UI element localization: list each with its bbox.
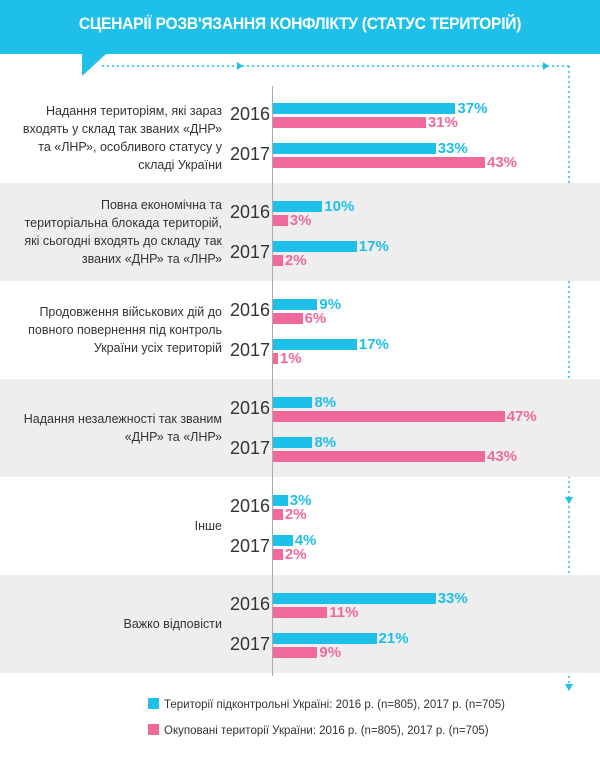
data-label-occupied-2017: 1%	[279, 350, 302, 367]
bar-occupied-2016	[273, 117, 426, 128]
data-label-occupied-2017: 2%	[284, 546, 307, 563]
bar-controlled-2016	[273, 397, 313, 408]
data-label-controlled-2017: 21%	[378, 630, 409, 647]
category-label: Повна економічна та територіальна блокад…	[24, 198, 222, 266]
arrow-down-icon	[565, 684, 573, 691]
year-label-2016: 2016	[230, 202, 271, 222]
bar-occupied-2017	[273, 157, 485, 168]
bar-controlled-2016	[273, 103, 456, 114]
bar-controlled-2017	[273, 241, 357, 252]
data-label-controlled-2016: 9%	[319, 296, 342, 313]
year-label-2016: 2016	[230, 104, 271, 124]
category-section: Продовження військових дій до повного по…	[0, 281, 600, 379]
data-label-controlled-2016: 10%	[324, 198, 355, 215]
bar-occupied-2016	[273, 509, 283, 520]
bar-controlled-2017	[273, 437, 313, 448]
data-label-occupied-2017: 43%	[486, 154, 518, 171]
year-label-2017: 2017	[230, 634, 271, 654]
legend-item-controlled: Території підконтрольні Україні: 2016 р.…	[148, 698, 505, 711]
category-section: Надання територіям, які зараз входять у …	[0, 85, 600, 183]
data-label-controlled-2016: 3%	[289, 492, 312, 509]
legend-label: Території підконтрольні Україні: 2016 р.…	[164, 699, 506, 711]
category-section: Повна економічна та територіальна блокад…	[0, 183, 600, 281]
year-label-2017: 2017	[230, 438, 271, 458]
bar-controlled-2016	[273, 201, 323, 212]
bar-occupied-2016	[273, 411, 505, 422]
data-label-controlled-2017: 17%	[358, 238, 389, 255]
year-label-2016: 2016	[230, 496, 271, 516]
header-band: СЦЕНАРІЇ РОЗВ'ЯЗАННЯ КОНФЛІКТУ (СТАТУС Т…	[0, 0, 600, 54]
year-label-2017: 2017	[230, 340, 271, 360]
bar-occupied-2016	[273, 313, 303, 324]
data-label-occupied-2017: 9%	[319, 644, 342, 661]
bar-occupied-2016	[273, 215, 288, 226]
bar-controlled-2017	[273, 633, 377, 644]
y-axis-line	[272, 86, 273, 676]
arrow-right-icon	[237, 62, 243, 70]
data-label-controlled-2017: 4%	[294, 532, 317, 549]
bar-occupied-2017	[273, 647, 318, 658]
data-label-controlled-2016: 37%	[457, 100, 488, 117]
category-section: Важко відповісти 2016 33% 11% 2017 21% 9%	[0, 575, 600, 673]
data-label-occupied-2017: 2%	[284, 252, 307, 269]
legend-swatch-occupied	[148, 724, 159, 735]
bar-occupied-2017	[273, 549, 283, 560]
category-label: Важко відповісти	[123, 617, 223, 631]
bar-controlled-2016	[273, 495, 288, 506]
data-label-controlled-2016: 8%	[314, 394, 337, 411]
bar-controlled-2016	[273, 593, 436, 604]
category-section: Надання незалежності так званим «ДНР» та…	[0, 379, 600, 477]
year-label-2016: 2016	[230, 398, 271, 418]
category-label: Надання незалежності так званим «ДНР» та…	[23, 412, 222, 444]
category-section: Інше 2016 3% 2% 2017 4% 2%	[0, 477, 600, 575]
year-label-2016: 2016	[230, 300, 271, 320]
bar-controlled-2017	[273, 535, 293, 546]
legend-swatch-controlled	[148, 698, 159, 709]
bar-occupied-2017	[273, 451, 485, 462]
category-label: Надання територіям, які зараз входять у …	[22, 104, 222, 172]
bar-occupied-2017	[273, 353, 278, 364]
category-label: Інше	[194, 519, 222, 533]
data-label-occupied-2016: 11%	[329, 604, 359, 621]
bar-controlled-2017	[273, 339, 357, 350]
legend-label: Окуповані території України: 2016 р. (n=…	[164, 725, 489, 737]
legend-item-occupied: Окуповані території України: 2016 р. (n=…	[148, 724, 489, 737]
data-label-controlled-2017: 17%	[358, 336, 389, 353]
category-label: Продовження військових дій до повного по…	[28, 305, 222, 355]
bar-controlled-2017	[273, 143, 436, 154]
data-label-controlled-2017: 33%	[437, 140, 468, 157]
arrow-down-icon	[565, 497, 573, 504]
data-label-occupied-2017: 43%	[486, 448, 518, 465]
bar-occupied-2016	[273, 607, 328, 618]
data-label-occupied-2016: 2%	[284, 506, 307, 523]
year-label-2017: 2017	[230, 144, 271, 164]
chart-title: СЦЕНАРІЇ РОЗВ'ЯЗАННЯ КОНФЛІКТУ (СТАТУС Т…	[78, 14, 522, 33]
data-label-occupied-2016: 31%	[427, 114, 458, 131]
arrow-right-icon	[543, 62, 549, 70]
data-label-occupied-2016: 6%	[304, 310, 327, 327]
data-label-occupied-2016: 47%	[506, 408, 537, 425]
bar-controlled-2016	[273, 299, 318, 310]
header-notch	[82, 54, 106, 76]
data-label-controlled-2016: 33%	[437, 590, 468, 607]
year-label-2017: 2017	[230, 242, 271, 262]
year-label-2016: 2016	[230, 594, 271, 614]
year-label-2017: 2017	[230, 536, 271, 556]
data-label-occupied-2016: 3%	[289, 212, 312, 229]
data-label-controlled-2017: 8%	[314, 434, 337, 451]
bar-occupied-2017	[273, 255, 283, 266]
